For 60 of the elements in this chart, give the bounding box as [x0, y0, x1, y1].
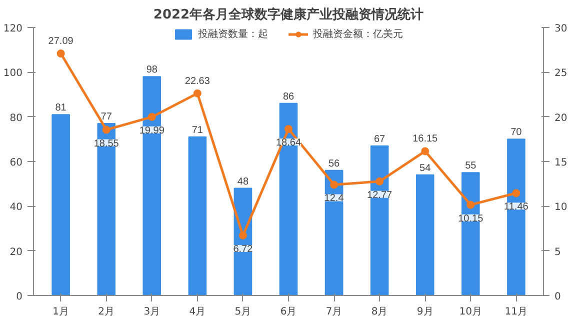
y-tick-label: 20: [10, 246, 23, 258]
y-tick-label: 120: [3, 24, 23, 34]
data-label: 70: [510, 127, 522, 138]
point: [148, 112, 156, 121]
x-tick-label: 8月: [371, 306, 388, 318]
data-label: 22.63: [184, 76, 210, 87]
bar: [188, 136, 207, 296]
bar: [416, 174, 434, 296]
y2-tick-label: 20: [554, 112, 568, 124]
point: [512, 189, 520, 198]
y2-tick-label: 15: [554, 158, 568, 168]
bar: [52, 114, 70, 296]
data-label: 48: [237, 176, 249, 188]
y-tick-label: 60: [10, 158, 23, 168]
data-label: 18.55: [94, 138, 120, 150]
x-tick-label: 7月: [326, 306, 342, 318]
point: [421, 147, 430, 156]
point: [284, 124, 292, 133]
y-tick-label: 40: [10, 202, 23, 214]
x-tick-label: 2月: [98, 306, 115, 318]
data-label: 54: [420, 162, 432, 174]
point: [56, 50, 65, 58]
data-label: 12.77: [367, 190, 393, 201]
x-tick-label: 3月: [144, 306, 160, 318]
y2-tick-label: 5: [554, 246, 561, 258]
data-label: 86: [282, 91, 294, 102]
y2-tick-label: 25: [554, 68, 568, 80]
y-tick-label: 80: [10, 112, 23, 124]
point: [193, 89, 202, 98]
point: [330, 180, 338, 189]
legend-label: 投融资数量：起: [198, 28, 268, 41]
data-label: 12.4: [324, 193, 344, 204]
x-tick-label: 6月: [280, 306, 297, 318]
y2-tick-label: 10: [554, 202, 568, 214]
data-label: 98: [146, 64, 158, 76]
x-tick-label: 9月: [416, 306, 434, 318]
point: [238, 231, 247, 240]
y2-tick-label: 30: [554, 24, 568, 34]
chart-title: 2022年各月全球数字健康产业投融资情况统计: [153, 6, 424, 22]
data-label: 16.15: [412, 134, 438, 145]
point: [376, 177, 384, 186]
data-label: 67: [374, 134, 386, 145]
y-tick-label: 100: [3, 68, 23, 80]
x-tick-label: 10月: [459, 306, 482, 318]
data-label: 55: [465, 160, 477, 172]
bar: [324, 170, 344, 296]
data-label: 81: [55, 102, 67, 114]
legend-label: 投融资金额：亿美元: [313, 28, 403, 41]
data-label: 71: [192, 124, 204, 136]
x-tick-label: 11月: [504, 306, 528, 318]
x-tick-label: 5月: [234, 306, 252, 318]
point: [102, 126, 110, 134]
x-tick-label: 1月: [52, 306, 70, 318]
x-tick-label: 4月: [189, 306, 206, 318]
data-label: 77: [100, 112, 112, 123]
point: [466, 200, 475, 209]
data-label: 56: [328, 158, 340, 170]
y2-tick-label: 0: [554, 292, 561, 302]
data-label: 27.09: [48, 36, 74, 47]
y-tick-label: 0: [16, 292, 23, 302]
